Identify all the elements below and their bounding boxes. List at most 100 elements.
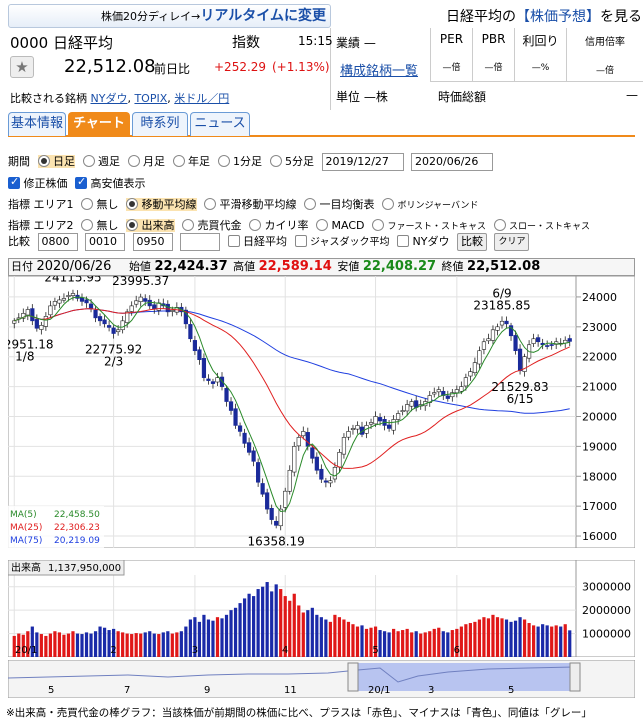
volume-bar [532, 625, 536, 657]
candle [111, 327, 116, 334]
area1-ma[interactable]: 移動平均線 [126, 198, 197, 211]
period-weekly[interactable]: 週足 [82, 155, 120, 168]
area2-label: 指標 エリア2 [8, 219, 74, 232]
volume-bar [378, 630, 382, 657]
compare-link-usdjpy[interactable]: 米ドル／円 [174, 92, 230, 105]
area1-bollinger[interactable]: ボリンジャーバンド [382, 198, 478, 211]
period-monthly[interactable]: 月足 [127, 155, 165, 168]
tab-chart[interactable]: チャート [68, 112, 130, 136]
volume-bar [57, 632, 62, 657]
high-low-toggle[interactable]: 高安値表示 [75, 175, 146, 190]
candle [120, 320, 125, 331]
compare-jasdaq[interactable]: ジャスダック平均 [294, 235, 390, 248]
period-daily[interactable]: 日足 [37, 155, 75, 168]
volume-bar [328, 621, 332, 657]
volume-bar [315, 614, 319, 657]
area2-deviation[interactable]: カイリ率 [249, 219, 309, 232]
annotation-label: 1/8 [15, 349, 34, 363]
compare-code-1[interactable]: 0800 [37, 233, 78, 251]
area1-none[interactable]: 無し [81, 198, 119, 211]
compare-code-2[interactable]: 0010 [85, 233, 125, 251]
options-row: 修正株価 高安値表示 [8, 175, 150, 191]
forecast-link[interactable]: 【株価予想】 [516, 9, 600, 25]
compare-nydow[interactable]: NYダウ [397, 235, 449, 248]
candle [147, 299, 152, 307]
y-tick-label: 21000 [582, 381, 617, 394]
realtime-link[interactable]: リアルタイムに変更 [200, 8, 326, 24]
period-1min[interactable]: 1分足 [217, 155, 262, 168]
area2-macd[interactable]: MACD [316, 219, 364, 232]
area1-row: 指標 エリア1 無し 移動平均線 平滑移動平均線 一目均衡表 ボリンジャーバンド [8, 196, 482, 212]
volume-bars [12, 582, 572, 657]
price-chart[interactable]: 1/1724115.952/623995.3722951.181/822775.… [8, 276, 635, 548]
volume-bar [261, 586, 265, 657]
volume-bar [112, 628, 116, 657]
range-navigator[interactable]: 5 7 9 11 20/1 3 5 [8, 660, 635, 698]
volume-bar [545, 625, 549, 657]
market-cap: 時価総額 — [438, 88, 638, 105]
area1-ema[interactable]: 平滑移動平均線 [204, 198, 297, 211]
compare-code-4[interactable] [180, 233, 220, 251]
compare-check-label: ジャスダック平均 [310, 237, 390, 248]
adjusted-toggle[interactable]: 修正株価 [8, 175, 68, 190]
period-option-label: 5分足 [285, 155, 314, 168]
compare-button[interactable]: 比較 [456, 233, 487, 251]
radio-icon [493, 219, 506, 231]
compare-code-3[interactable]: 0950 [132, 233, 173, 251]
navigator-label: 20/1 [368, 685, 390, 696]
volume-bar [26, 631, 30, 657]
constituents-link[interactable]: 構成銘柄一覧 [340, 64, 419, 79]
tab-basic-info[interactable]: 基本情報 [8, 112, 66, 136]
area2-turnover[interactable]: 売買代金 [182, 219, 242, 232]
area2-none[interactable]: 無し [81, 219, 119, 232]
area1-ichimoku[interactable]: 一目均衡表 [304, 198, 375, 211]
area1-option-label: 移動平均線 [141, 198, 197, 211]
stock-name: 0000 日経平均 [10, 34, 113, 52]
tab-news[interactable]: ニュース [190, 112, 250, 136]
compare-link-nydow[interactable]: NYダウ [90, 92, 128, 105]
date-from-input[interactable]: 2019/12/27 [321, 153, 404, 171]
compare-stocks: 比較される銘柄 NYダウ, TOPIX, 米ドル／円 [10, 92, 230, 105]
period-yearly[interactable]: 年足 [172, 155, 210, 168]
ma75-legend-name: MA(75) [10, 536, 42, 546]
compare-link-topix[interactable]: TOPIX [134, 92, 168, 105]
candle [106, 325, 112, 328]
navigator-label: 9 [204, 685, 210, 696]
compare-check-label: 日経平均 [243, 235, 287, 248]
clear-button[interactable]: クリア [494, 233, 530, 251]
forecast-line: 日経平均の【株価予想】を見る [446, 6, 642, 26]
candle [283, 490, 288, 508]
candle [386, 424, 392, 429]
area2-volume[interactable]: 出来高 [126, 219, 175, 232]
navigator-right-handle[interactable] [569, 662, 581, 692]
candle [138, 296, 143, 302]
volume-chart[interactable]: 3000000 2000000 1000000 20/1 2 3 4 5 6 出来高 1,13… [8, 560, 635, 657]
date-to-input[interactable]: 2020/06/26 [411, 153, 493, 171]
candle [152, 304, 157, 310]
annotation-label: 21529.83 [491, 380, 548, 394]
metric-per: PER —倍 [430, 28, 472, 82]
volume-bar [93, 631, 98, 657]
metric-value: —倍 [595, 66, 614, 76]
candle [409, 401, 414, 407]
tab-timeseries[interactable]: 時系列 [132, 112, 188, 136]
ohlc-date-label: 日付 [11, 260, 33, 273]
candle [25, 309, 30, 316]
industry: 業績 — [336, 34, 376, 51]
compare-nikkei[interactable]: 日経平均 [227, 235, 287, 248]
volume-bar [360, 625, 364, 657]
volume-bar [428, 631, 432, 657]
radio-icon [269, 155, 282, 167]
volume-bar [351, 624, 355, 657]
favorite-button[interactable]: ★ [10, 56, 34, 78]
candle [350, 428, 356, 430]
area2-fast-stoch[interactable]: ファースト・ストキャス [371, 219, 486, 232]
volume-bar [477, 619, 482, 657]
candle [224, 388, 229, 402]
navigator-left-handle[interactable] [347, 662, 359, 692]
period-5min[interactable]: 5分足 [269, 155, 314, 168]
ohlc-bar: 日付 2020/06/26 始値 22,424.37 高値 22,589.14 … [8, 258, 635, 276]
volume-bar [30, 626, 34, 657]
area2-slow-stoch[interactable]: スロー・ストキャス [493, 219, 590, 232]
volume-bar [355, 626, 360, 657]
